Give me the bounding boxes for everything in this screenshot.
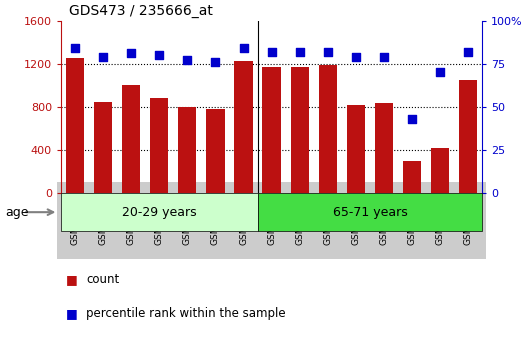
- Point: [436, 70, 444, 75]
- Point: [267, 49, 276, 55]
- Point: [352, 54, 360, 60]
- Bar: [94, 101, 112, 193]
- Point: [379, 54, 388, 60]
- Bar: [206, 109, 225, 193]
- Point: [211, 59, 219, 65]
- Text: age: age: [5, 206, 29, 219]
- Bar: [403, 161, 421, 193]
- Bar: [234, 61, 253, 193]
- Bar: [66, 58, 84, 193]
- Point: [240, 46, 248, 51]
- Bar: [319, 65, 337, 193]
- Text: ■: ■: [66, 307, 78, 321]
- Text: count: count: [86, 273, 120, 286]
- Bar: [375, 103, 393, 193]
- Point: [408, 116, 417, 122]
- Point: [99, 54, 107, 60]
- Point: [183, 58, 192, 63]
- Bar: [150, 98, 169, 193]
- Bar: [290, 67, 309, 193]
- Text: ■: ■: [66, 273, 78, 286]
- Bar: [347, 105, 365, 193]
- Point: [155, 52, 163, 58]
- Text: GDS473 / 235666_at: GDS473 / 235666_at: [69, 4, 213, 18]
- Point: [464, 49, 473, 55]
- Bar: [178, 107, 197, 193]
- Bar: [431, 148, 449, 193]
- Point: [323, 49, 332, 55]
- Text: 65-71 years: 65-71 years: [332, 206, 408, 219]
- Bar: [262, 67, 281, 193]
- Bar: [61, 193, 258, 231]
- Bar: [459, 80, 478, 193]
- Text: 20-29 years: 20-29 years: [122, 206, 197, 219]
- Point: [296, 49, 304, 55]
- Text: percentile rank within the sample: percentile rank within the sample: [86, 307, 286, 321]
- Point: [127, 51, 136, 56]
- Bar: [258, 193, 482, 231]
- Bar: [122, 86, 140, 193]
- Point: [71, 46, 80, 51]
